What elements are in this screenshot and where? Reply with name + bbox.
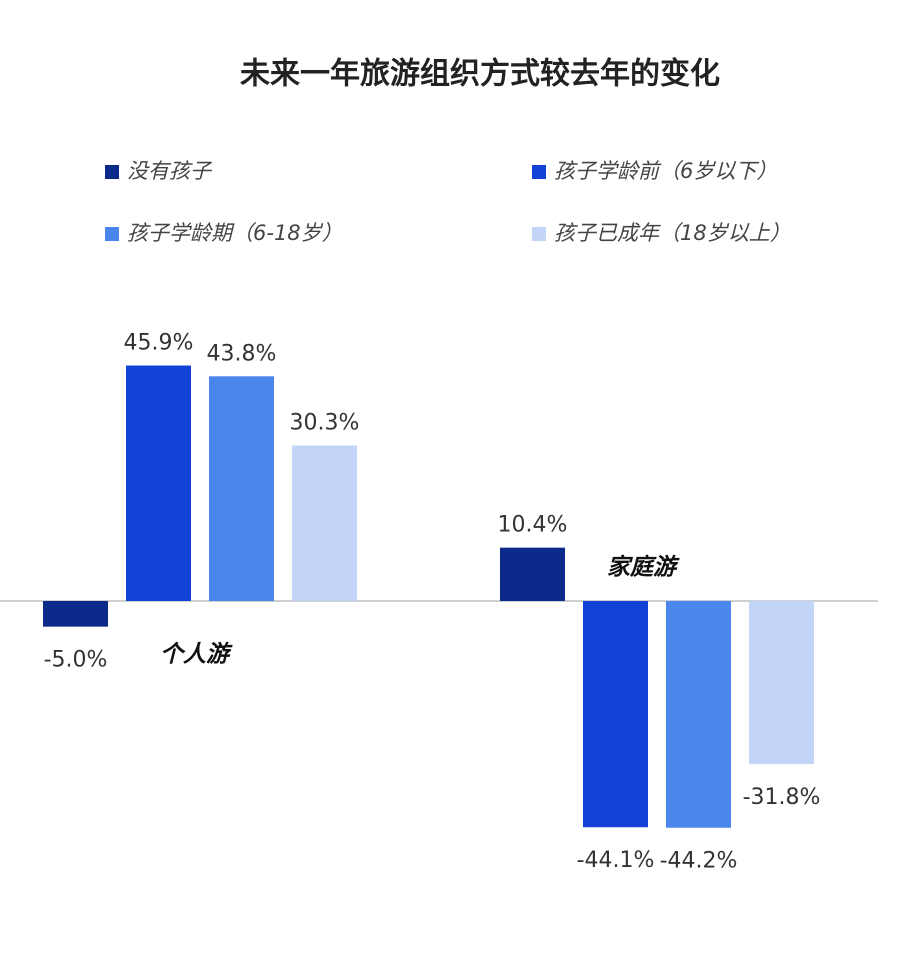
legend-label: 没有孩子 <box>127 159 213 183</box>
bar <box>500 547 565 601</box>
value-label: -44.2% <box>660 849 738 874</box>
bar <box>43 601 108 627</box>
value-label: -44.1% <box>577 848 655 873</box>
category-label: 个人游 <box>160 642 233 668</box>
legend-label: 孩子学龄期（6-18岁） <box>127 221 343 245</box>
chart-title: 未来一年旅游组织方式较去年的变化 <box>240 57 720 92</box>
bar <box>749 601 814 765</box>
bar <box>666 601 731 828</box>
bar <box>292 445 357 601</box>
value-label: 30.3% <box>290 411 360 436</box>
legend-swatch <box>532 165 546 179</box>
legend-swatch <box>532 227 546 241</box>
legend-label: 孩子已成年（18岁以上） <box>554 221 791 245</box>
bar <box>126 365 191 601</box>
legend-swatch <box>105 165 119 179</box>
legend-label: 孩子学龄前（6岁以下） <box>554 159 777 183</box>
value-label: 43.8% <box>207 341 277 366</box>
value-label: 10.4% <box>498 513 568 538</box>
bar <box>583 601 648 828</box>
value-label: 45.9% <box>124 331 194 356</box>
legend-swatch <box>105 227 119 241</box>
value-label: -5.0% <box>44 648 108 673</box>
value-label: -31.8% <box>743 785 821 810</box>
bar <box>209 376 274 601</box>
category-label: 家庭游 <box>607 554 680 581</box>
